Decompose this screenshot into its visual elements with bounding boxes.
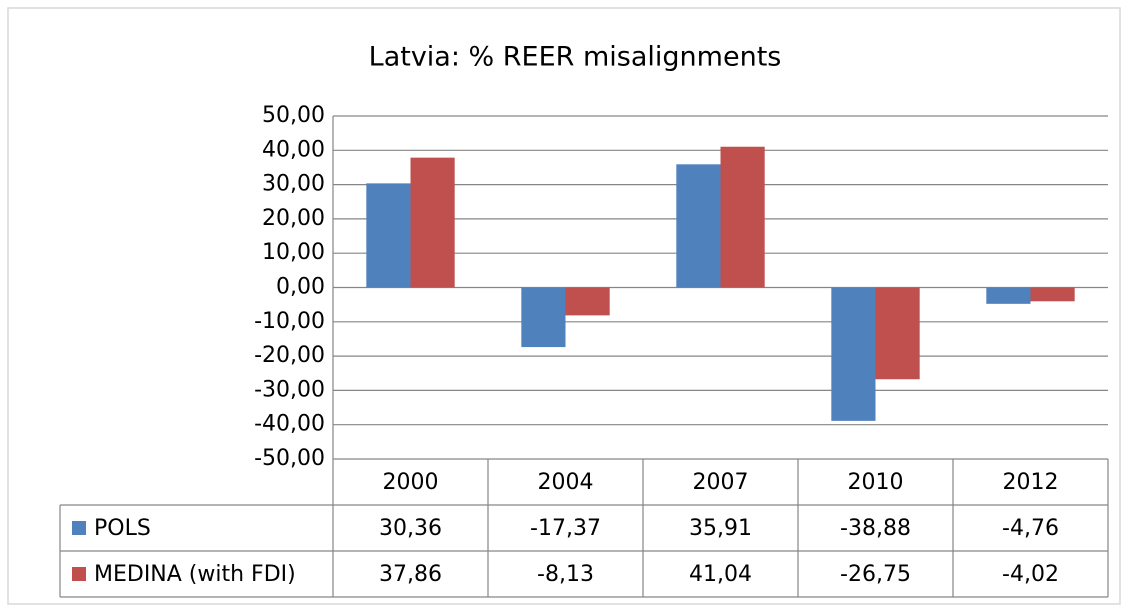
legend-label: MEDINA (with FDI) [94, 562, 296, 587]
y-tick-label: 0,00 [276, 275, 325, 300]
bar [366, 183, 411, 288]
y-tick-label: -10,00 [254, 309, 325, 334]
y-tick-label: 50,00 [262, 103, 325, 128]
y-tick-label: 20,00 [262, 206, 325, 231]
y-tick-label: 30,00 [262, 172, 325, 197]
table-value: -17,37 [530, 516, 601, 541]
category-label: 2007 [693, 470, 749, 495]
bar [720, 146, 765, 288]
bar [875, 287, 920, 380]
table-value: 30,36 [379, 516, 442, 541]
table-value: 37,86 [379, 562, 442, 587]
table-value: 35,91 [689, 516, 752, 541]
y-tick-label: 40,00 [262, 137, 325, 162]
bar [565, 287, 610, 316]
legend-swatch [72, 567, 86, 581]
y-tick-label: -20,00 [254, 343, 325, 368]
y-tick-label: 10,00 [262, 240, 325, 265]
y-tick-label: -50,00 [254, 446, 325, 471]
y-tick-label: -30,00 [254, 377, 325, 402]
table-value: -38,88 [840, 516, 911, 541]
category-label: 2000 [383, 470, 439, 495]
category-label: 2004 [538, 470, 594, 495]
bar [410, 157, 455, 288]
bar [676, 164, 721, 288]
table-value: -8,13 [537, 562, 594, 587]
legend-label: POLS [94, 516, 151, 541]
bar [986, 287, 1031, 304]
bar [1030, 287, 1075, 302]
legend-swatch [72, 521, 86, 535]
table-value: -4,76 [1002, 516, 1059, 541]
table-value: -26,75 [840, 562, 911, 587]
category-label: 2012 [1003, 470, 1059, 495]
bar [831, 287, 876, 421]
category-label: 2010 [848, 470, 904, 495]
chart-title: Latvia: % REER misalignments [369, 42, 782, 73]
y-tick-label: -40,00 [254, 412, 325, 437]
bar [521, 287, 566, 348]
table-value: -4,02 [1002, 562, 1059, 587]
table-value: 41,04 [689, 562, 752, 587]
